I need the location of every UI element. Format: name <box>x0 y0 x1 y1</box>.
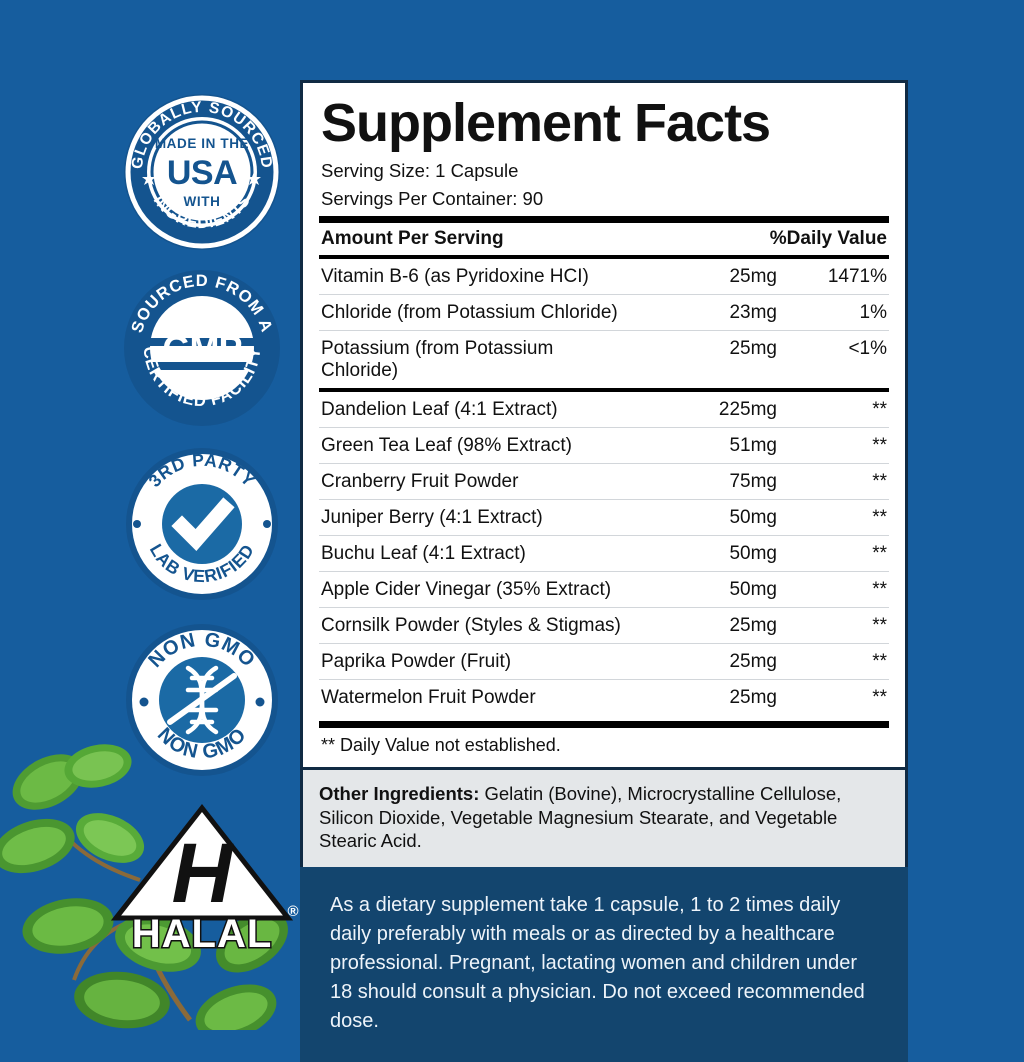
ingredient-daily-value: ** <box>777 499 889 536</box>
ingredient-amount: 50mg <box>627 499 777 536</box>
badge-gmp-certified: SOURCED FROM A CERTIFIED FACILITY GMP <box>118 262 286 434</box>
daily-value-footnote: ** Daily Value not established. <box>321 735 561 756</box>
ingredient-daily-value: 1471% <box>827 265 887 287</box>
ingredients-table: Vitamin B-6 (as Pyridoxine HCI) 25mg 1471%… <box>319 259 889 716</box>
ingredient-daily-value: ** <box>777 679 889 716</box>
ingredient-amount: 50mg <box>627 535 777 572</box>
serving-size: Serving Size: 1 Capsule <box>321 160 519 182</box>
ingredient-amount: 25mg <box>729 265 777 287</box>
table-row: Potassium (from Potassium Chloride) 25mg <… <box>319 330 889 391</box>
ingredient-daily-value: ** <box>777 571 889 608</box>
ingredient-daily-value: ** <box>777 463 889 500</box>
badge-made-in-usa: GLOBALLY SOURCED INGREDIENTS MADE IN THE… <box>118 86 286 258</box>
ingredient-daily-value: 1% <box>777 294 889 331</box>
table-row: Chloride (from Potassium Chloride) 23mg 1% <box>319 294 889 331</box>
badge-third-party-lab-verified: 3RD PARTY LAB VERIFIED <box>118 438 286 610</box>
ingredient-daily-value: ** <box>777 388 889 428</box>
badge-halal-label: HALAL <box>132 912 273 950</box>
supplement-label-card: Supplement Facts Serving Size: 1 Capsule… <box>300 80 908 1062</box>
ingredient-amount: 25mg <box>627 679 777 716</box>
amount-per-serving-header: Amount Per Serving <box>321 228 504 250</box>
certification-badges: GLOBALLY SOURCED INGREDIENTS MADE IN THE… <box>110 86 299 954</box>
page-title: Supplement Facts <box>321 93 771 153</box>
other-ingredients-text: Gelatin (Bovine), Microcrystalline Cellu… <box>319 783 842 852</box>
divider-thick-top <box>319 216 889 224</box>
table-row: Cornsilk Powder (Styles & Stigmas) 25mg ** <box>319 607 889 644</box>
daily-value-header: %Daily Value <box>769 228 887 250</box>
badge-halal: H ® HALAL <box>110 790 299 950</box>
ingredient-name: Watermelon Fruit Powder <box>319 679 627 716</box>
ingredient-amount: 75mg <box>627 463 777 500</box>
table-row: Buchu Leaf (4:1 Extract) 50mg ** <box>319 535 889 572</box>
ingredient-daily-value: ** <box>777 535 889 572</box>
ingredient-daily-value: ** <box>777 643 889 680</box>
ingredient-amount: 25mg <box>627 607 777 644</box>
table-row: Cranberry Fruit Powder 75mg ** <box>319 463 889 500</box>
badge-usa-line2: USA <box>167 154 237 192</box>
badge-non-gmo: NON GMO NON GMO <box>118 614 286 786</box>
ingredient-name: Apple Cider Vinegar (35% Extract) <box>319 571 627 608</box>
ingredient-name: Dandelion Leaf (4:1 Extract) <box>319 388 627 428</box>
ingredient-name: Chloride (from Potassium Chloride) <box>319 294 627 331</box>
supplement-facts-panel: Supplement Facts Serving Size: 1 Capsule… <box>300 80 908 771</box>
ingredient-name: Potassium (from Potassium Chloride) <box>319 330 627 391</box>
dna-crossed-icon <box>167 665 237 735</box>
badge-usa-line3: WITH <box>184 194 221 209</box>
divider-under-header <box>319 255 889 260</box>
ingredient-amount: 50mg <box>627 571 777 608</box>
directions-panel: As a dietary supplement take 1 capsule, … <box>300 867 908 1062</box>
ingredient-amount: 25mg <box>627 643 777 680</box>
ingredient-name: Juniper Berry (4:1 Extract) <box>319 499 627 536</box>
badge-halal-mark: H <box>172 826 235 920</box>
ingredient-name: Cornsilk Powder (Styles & Stigmas) <box>319 607 627 644</box>
ingredient-name: Green Tea Leaf (98% Extract) <box>319 427 627 464</box>
ingredient-daily-value: ** <box>777 427 889 464</box>
divider-thick-bottom <box>319 721 889 729</box>
ingredient-daily-value: <1% <box>777 330 889 391</box>
checkmark-icon <box>171 497 235 551</box>
servings-per-container: Servings Per Container: 90 <box>321 187 544 209</box>
table-header: Amount Per Serving %Daily Value <box>319 223 889 255</box>
table-row: Watermelon Fruit Powder 25mg ** <box>319 679 889 716</box>
badge-usa-line1: MADE IN THE <box>155 136 249 151</box>
table-row: Paprika Powder (Fruit) 25mg ** <box>319 643 889 680</box>
badge-halal-registered: ® <box>287 903 298 920</box>
ingredient-name: Buchu Leaf (4:1 Extract) <box>319 535 627 572</box>
other-ingredients-panel: Other Ingredients: Gelatin (Bovine), Mic… <box>300 770 908 868</box>
directions-text: As a dietary supplement take 1 capsule, … <box>330 894 865 1033</box>
other-ingredients-label: Other Ingredients: <box>319 783 480 805</box>
table-row: Apple Cider Vinegar (35% Extract) 50mg ** <box>319 571 889 608</box>
ingredient-amount: 23mg <box>627 294 777 331</box>
table-row: Dandelion Leaf (4:1 Extract) 225mg ** <box>319 388 889 428</box>
table-row: Vitamin B-6 (as Pyridoxine HCI) 25mg 1471% <box>319 259 889 295</box>
ingredient-name: Cranberry Fruit Powder <box>319 463 627 500</box>
table-row: Green Tea Leaf (98% Extract) 51mg ** <box>319 427 889 464</box>
ingredient-amount: 225mg <box>627 388 777 428</box>
ingredient-name: Vitamin B-6 (as Pyridoxine HCI) <box>321 265 589 287</box>
label-artwork: GLOBALLY SOURCED INGREDIENTS MADE IN THE… <box>0 80 908 1062</box>
ingredient-amount: 25mg <box>627 330 777 391</box>
ingredient-daily-value: ** <box>777 607 889 644</box>
badge-gmp-center: GMP <box>162 328 241 369</box>
ingredient-name: Paprika Powder (Fruit) <box>319 643 627 680</box>
ingredient-amount: 51mg <box>627 427 777 464</box>
table-row: Juniper Berry (4:1 Extract) 50mg ** <box>319 499 889 536</box>
